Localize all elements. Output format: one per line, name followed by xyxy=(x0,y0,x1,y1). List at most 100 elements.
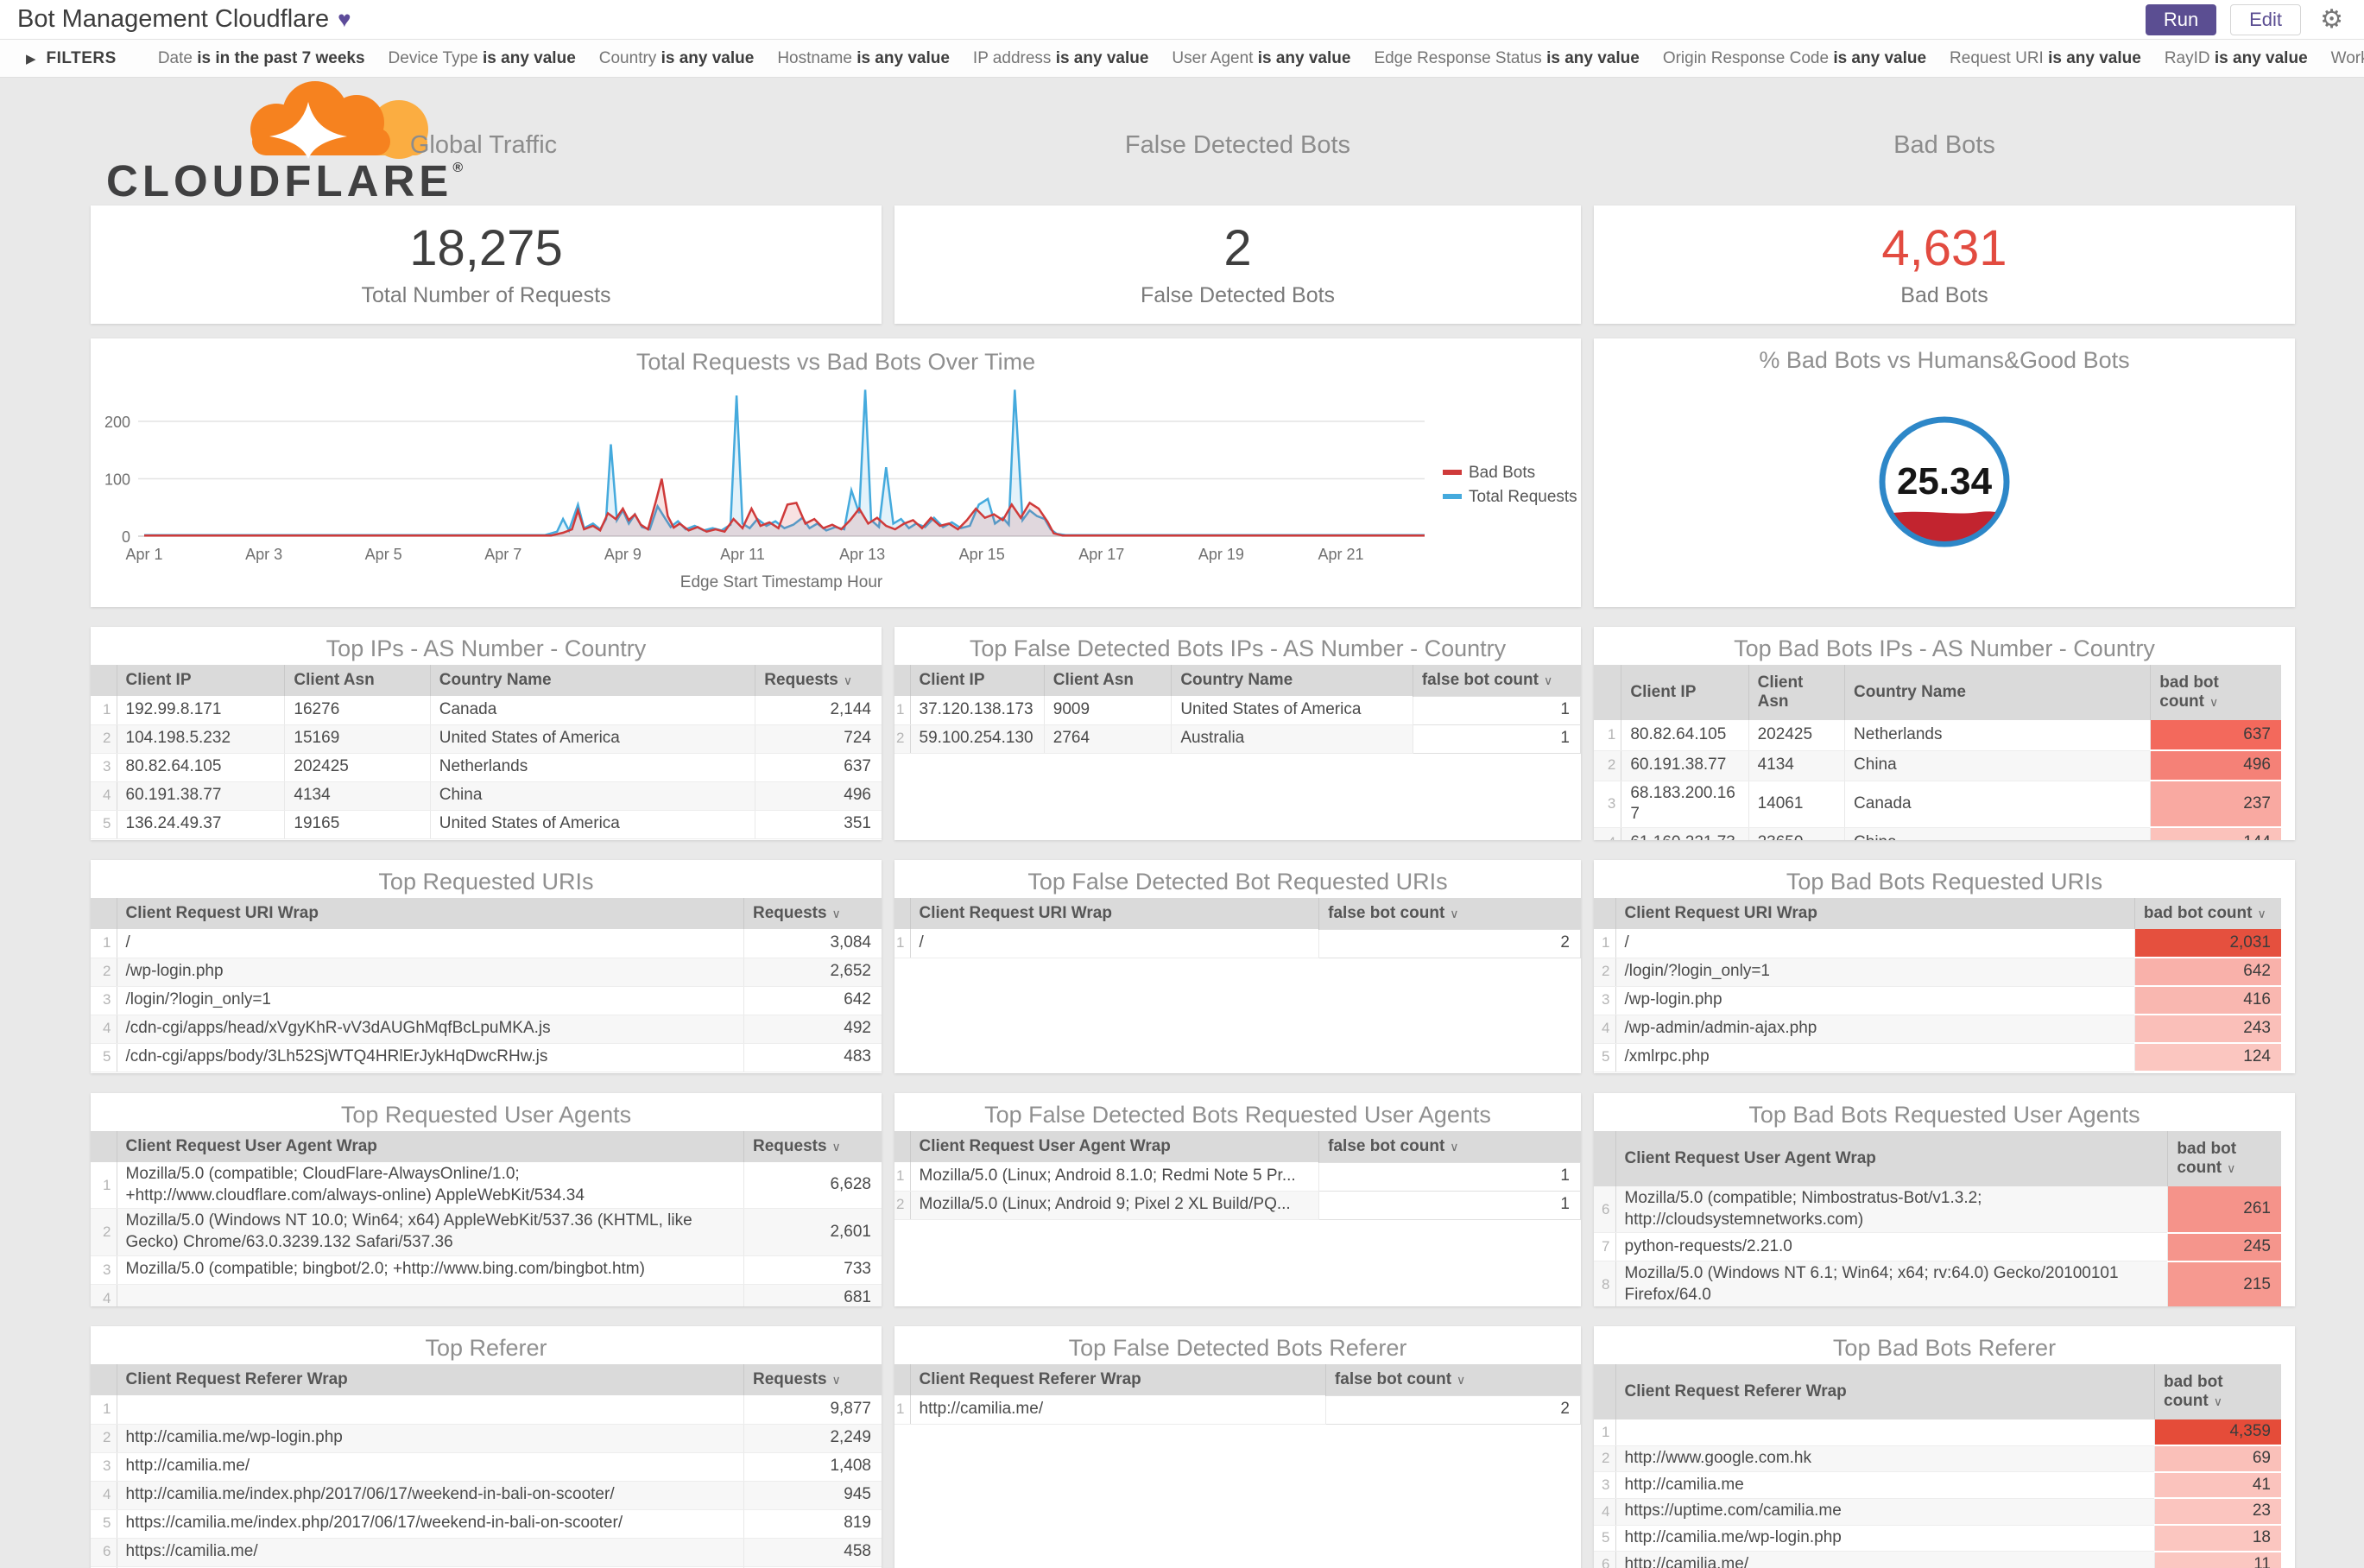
cell[interactable]: Mozilla/5.0 (Windows NT 10.0; Win64; x64… xyxy=(117,1208,745,1256)
cell[interactable]: 4134 xyxy=(284,781,431,811)
cell[interactable]: 284 xyxy=(743,1566,882,1568)
cell[interactable]: Mozilla/5.0 (Linux; Android 9; Pixel 2 X… xyxy=(910,1191,1320,1220)
run-button[interactable]: Run xyxy=(2146,3,2217,35)
cell[interactable]: Mozilla/5.0 (Linux; Android 8.1.0; Redmi… xyxy=(910,1162,1320,1192)
cell[interactable]: 2 xyxy=(1318,928,1581,958)
cell[interactable]: http://www.google.com.hk xyxy=(1615,1445,2155,1473)
column-header-false-bot-count[interactable]: false bot count ∨ xyxy=(1325,1364,1581,1395)
filter-user-agent[interactable]: User Agent is any value xyxy=(1172,48,1351,67)
cell[interactable]: 23650 xyxy=(1748,827,1846,840)
cell[interactable]: 1 xyxy=(1318,1190,1581,1220)
cell[interactable]: 60.191.38.77 xyxy=(117,781,286,811)
cell[interactable]: http://camilia.me/ xyxy=(1615,1551,2155,1568)
cell[interactable]: 945 xyxy=(743,1481,882,1510)
cell[interactable]: Canada xyxy=(430,696,756,725)
cell[interactable]: 2,652 xyxy=(743,958,882,987)
cell[interactable]: 416 xyxy=(2134,986,2281,1015)
cell[interactable]: python-requests/2.21.0 xyxy=(1615,1232,2169,1262)
cell[interactable]: https://camilia.me/index.php/2017/06/17/… xyxy=(117,1509,745,1539)
cell[interactable] xyxy=(117,1395,745,1425)
cell[interactable]: Mozilla/5.0 (compatible; bingbot/2.0; +h… xyxy=(117,1255,745,1285)
cell[interactable]: 80.82.64.105 xyxy=(117,753,286,782)
column-header-client-request-user-agent-wrap[interactable]: Client Request User Agent Wrap xyxy=(910,1131,1320,1162)
cell[interactable]: http://camilia.me/wp-login.php xyxy=(117,1424,745,1453)
table-scroll-area[interactable]: Client Request URI Wrap Requests ∨ 1/3,084 2… xyxy=(91,898,882,1073)
column-header-country-name[interactable]: Country Name xyxy=(1171,665,1413,696)
cell[interactable]: Netherlands xyxy=(1844,720,2152,751)
column-header-bad-bot-count[interactable]: bad bot count ∨ xyxy=(2150,665,2281,720)
table-scroll-area[interactable]: Client Request User Agent Wrap Requests ∨ 1… xyxy=(91,1131,882,1306)
cell[interactable]: 681 xyxy=(743,1284,882,1306)
cell[interactable]: 23 xyxy=(2154,1498,2281,1527)
cell[interactable]: http://camilia.me/ xyxy=(910,1395,1326,1425)
cell[interactable]: 261 xyxy=(2167,1186,2281,1234)
cell[interactable]: 243 xyxy=(2134,1015,2281,1044)
cell[interactable]: 68.183.200.167 xyxy=(1621,781,1749,828)
cell[interactable]: China xyxy=(430,781,756,811)
table-scroll-area[interactable]: Client Request User Agent Wrap bad bot co… xyxy=(1594,1131,2281,1306)
table-scroll-area[interactable]: Client Request Referer Wrap bad bot count… xyxy=(1594,1364,2281,1568)
legend-item-bad-bots[interactable]: Bad Bots xyxy=(1469,464,1535,482)
cell[interactable]: /wp-login.php xyxy=(117,958,745,987)
cell[interactable]: Mozilla/5.0 (compatible; Nimbostratus-Bo… xyxy=(1615,1186,2169,1234)
cell[interactable]: 1 xyxy=(1412,695,1581,725)
cell[interactable]: 2,031 xyxy=(2134,929,2281,958)
column-header-requests[interactable]: Requests ∨ xyxy=(755,665,882,696)
cell[interactable]: /login/?login_only=1 xyxy=(1615,958,2135,987)
cell[interactable]: 1 xyxy=(1318,1161,1581,1192)
cell[interactable] xyxy=(117,1284,745,1306)
cell[interactable]: /wp-admin/admin-ajax.php xyxy=(1615,1015,2135,1044)
cell[interactable]: /wp-login.php xyxy=(1615,986,2135,1015)
cell[interactable]: 483 xyxy=(743,1043,882,1072)
cell[interactable]: /cdn-cgi/apps/head/xVgyKhR-vV3dAUGhMqfBc… xyxy=(117,1015,745,1044)
cell[interactable]: 59.100.254.130 xyxy=(910,724,1045,754)
cell[interactable]: 642 xyxy=(743,986,882,1015)
cell[interactable]: 4,359 xyxy=(2154,1419,2281,1446)
column-header-bad-bot-count[interactable]: bad bot count ∨ xyxy=(2134,898,2281,929)
cell[interactable]: 642 xyxy=(2134,958,2281,987)
cell[interactable]: 16276 xyxy=(284,696,431,725)
cell[interactable]: 819 xyxy=(743,1509,882,1539)
column-header-false-bot-count[interactable]: false bot count ∨ xyxy=(1318,898,1581,929)
table-scroll-area[interactable]: Client Request User Agent Wrap false bot … xyxy=(894,1131,1581,1306)
column-header-client-ip[interactable]: Client IP xyxy=(910,665,1045,696)
cell[interactable]: http://camilia.me/index.php/2017/06/17/w… xyxy=(117,1481,745,1510)
cell[interactable]: http://camilia.me xyxy=(1615,1471,2155,1499)
cell[interactable]: Mozilla/5.0 (Windows NT 6.1; Win64; x64;… xyxy=(1615,1261,2169,1306)
filter-country[interactable]: Country is any value xyxy=(598,48,755,67)
cell[interactable]: 733 xyxy=(743,1255,882,1285)
table-scroll-area[interactable]: Client Request Referer Wrap false bot cou… xyxy=(894,1364,1581,1568)
cell[interactable]: 37.120.138.173 xyxy=(910,696,1045,725)
cell[interactable]: 104.198.5.232 xyxy=(117,724,286,754)
cell[interactable]: 60.191.38.77 xyxy=(1621,750,1749,781)
cell[interactable]: 237 xyxy=(2150,781,2281,829)
cell[interactable]: 3,084 xyxy=(743,929,882,958)
column-header-client-ip[interactable]: Client IP xyxy=(1621,665,1749,720)
column-header-country-name[interactable]: Country Name xyxy=(1844,665,2152,720)
column-header-client-request-uri-wrap[interactable]: Client Request URI Wrap xyxy=(1615,898,2135,929)
cell[interactable]: / xyxy=(117,929,745,958)
cell[interactable] xyxy=(1615,1419,2155,1446)
cell[interactable]: China xyxy=(1844,827,2152,840)
cell[interactable]: 69 xyxy=(2154,1445,2281,1473)
cell[interactable]: Canada xyxy=(1844,781,2152,828)
column-header-false-bot-count[interactable]: false bot count ∨ xyxy=(1413,665,1581,696)
cell[interactable]: 124 xyxy=(2134,1043,2281,1072)
table-scroll-area[interactable]: Client IP Client Asn Country Name Requests ∨… xyxy=(91,665,882,840)
cell[interactable]: 215 xyxy=(2167,1261,2281,1306)
filter-ip-address[interactable]: IP address is any value xyxy=(972,48,1149,67)
cell[interactable]: United States of America xyxy=(430,810,756,839)
cell[interactable]: https://uptime.com/camilia.me xyxy=(1615,1498,2155,1526)
cell[interactable]: / xyxy=(1615,929,2135,958)
filter-device-type[interactable]: Device Type is any value xyxy=(388,48,576,67)
column-header-client-asn[interactable]: Client Asn xyxy=(284,665,431,696)
column-header-country-name[interactable]: Country Name xyxy=(430,665,756,696)
filter-rayid[interactable]: RayID is any value xyxy=(2164,48,2308,67)
cell[interactable]: 41 xyxy=(2154,1471,2281,1500)
cell[interactable]: United States of America xyxy=(430,724,756,754)
column-header-requests[interactable]: Requests ∨ xyxy=(743,898,882,929)
cell[interactable]: 351 xyxy=(755,810,882,839)
cell[interactable]: 2 xyxy=(1324,1394,1581,1425)
cell[interactable]: China xyxy=(1844,750,2152,781)
column-header-client-asn[interactable]: Client Asn xyxy=(1044,665,1173,696)
